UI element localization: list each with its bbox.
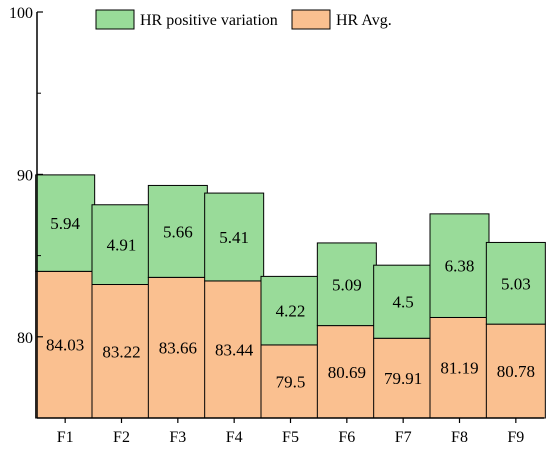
x-tick-label: F4 bbox=[226, 429, 243, 446]
bar-hr-avg-f9 bbox=[485, 323, 546, 419]
x-tick-label: F1 bbox=[57, 429, 74, 446]
bar-hr-positive-variation-f2 bbox=[91, 204, 152, 286]
data-label-hr-positive-variation: 4.22 bbox=[276, 302, 306, 321]
legend-label: HR Avg. bbox=[336, 12, 392, 29]
bar-hr-positive-variation-f9 bbox=[485, 241, 546, 325]
bar-hr-positive-variation-f3 bbox=[147, 184, 208, 278]
x-ticks-layer: F1 F2 F3 F4 F5 F6 F7 F8 F9 bbox=[57, 418, 524, 446]
data-label-hr-avg: 83.22 bbox=[102, 342, 140, 361]
bar-hr-positive-variation-f6 bbox=[316, 242, 377, 327]
y-tick-label: 80 bbox=[17, 330, 33, 347]
y-tick-label: 90 bbox=[17, 167, 33, 184]
bar-hr-avg-f1 bbox=[35, 270, 96, 419]
y-ticks-layer: 80 90 100 bbox=[9, 5, 43, 347]
x-tick-label: F5 bbox=[282, 429, 299, 446]
y-tick-label: 100 bbox=[9, 5, 33, 22]
bar-hr-avg-f3 bbox=[147, 276, 208, 419]
data-label-hr-positive-variation: 5.94 bbox=[50, 214, 80, 233]
legend: HR positive variation HR Avg. bbox=[95, 9, 392, 30]
data-label-hr-positive-variation: 4.5 bbox=[393, 293, 414, 312]
bar-hr-positive-variation-f4 bbox=[204, 192, 265, 282]
x-tick-label: F6 bbox=[338, 429, 355, 446]
data-label-hr-avg: 83.44 bbox=[215, 340, 254, 359]
data-label-hr-avg: 80.69 bbox=[328, 363, 366, 382]
data-label-hr-positive-variation: 6.38 bbox=[445, 257, 475, 276]
data-labels-layer: 84.03 5.94 83.22 4.91 83.66 5.66 83.44 5.41 79.5… bbox=[46, 214, 535, 391]
data-label-hr-avg: 80.78 bbox=[497, 362, 535, 381]
bar-hr-positive-variation-f7 bbox=[373, 264, 434, 339]
data-label-hr-positive-variation: 4.91 bbox=[107, 236, 137, 255]
data-label-hr-positive-variation: 5.66 bbox=[163, 222, 193, 241]
data-label-hr-avg: 84.03 bbox=[46, 336, 84, 355]
x-tick-label: F9 bbox=[507, 429, 524, 446]
data-label-hr-positive-variation: 5.09 bbox=[332, 275, 362, 294]
legend-swatch bbox=[95, 9, 135, 30]
data-label-hr-avg: 79.91 bbox=[384, 369, 422, 388]
legend-swatch bbox=[291, 9, 331, 30]
data-label-hr-avg: 81.19 bbox=[440, 359, 478, 378]
x-tick-label: F3 bbox=[169, 429, 186, 446]
bar-hr-positive-variation-f8 bbox=[429, 213, 490, 318]
x-tick-label: F8 bbox=[451, 429, 468, 446]
data-label-hr-positive-variation: 5.03 bbox=[501, 274, 531, 293]
data-label-hr-positive-variation: 5.41 bbox=[219, 228, 249, 247]
legend-label: HR positive variation bbox=[140, 12, 278, 29]
x-tick-label: F2 bbox=[113, 429, 130, 446]
bars-layer bbox=[35, 174, 546, 419]
data-label-hr-avg: 83.66 bbox=[159, 339, 197, 358]
x-tick-label: F7 bbox=[395, 429, 412, 446]
data-label-hr-avg: 79.5 bbox=[276, 372, 306, 391]
bar-hr-positive-variation-f1 bbox=[35, 174, 96, 272]
bar-hr-positive-variation-f5 bbox=[260, 275, 321, 346]
